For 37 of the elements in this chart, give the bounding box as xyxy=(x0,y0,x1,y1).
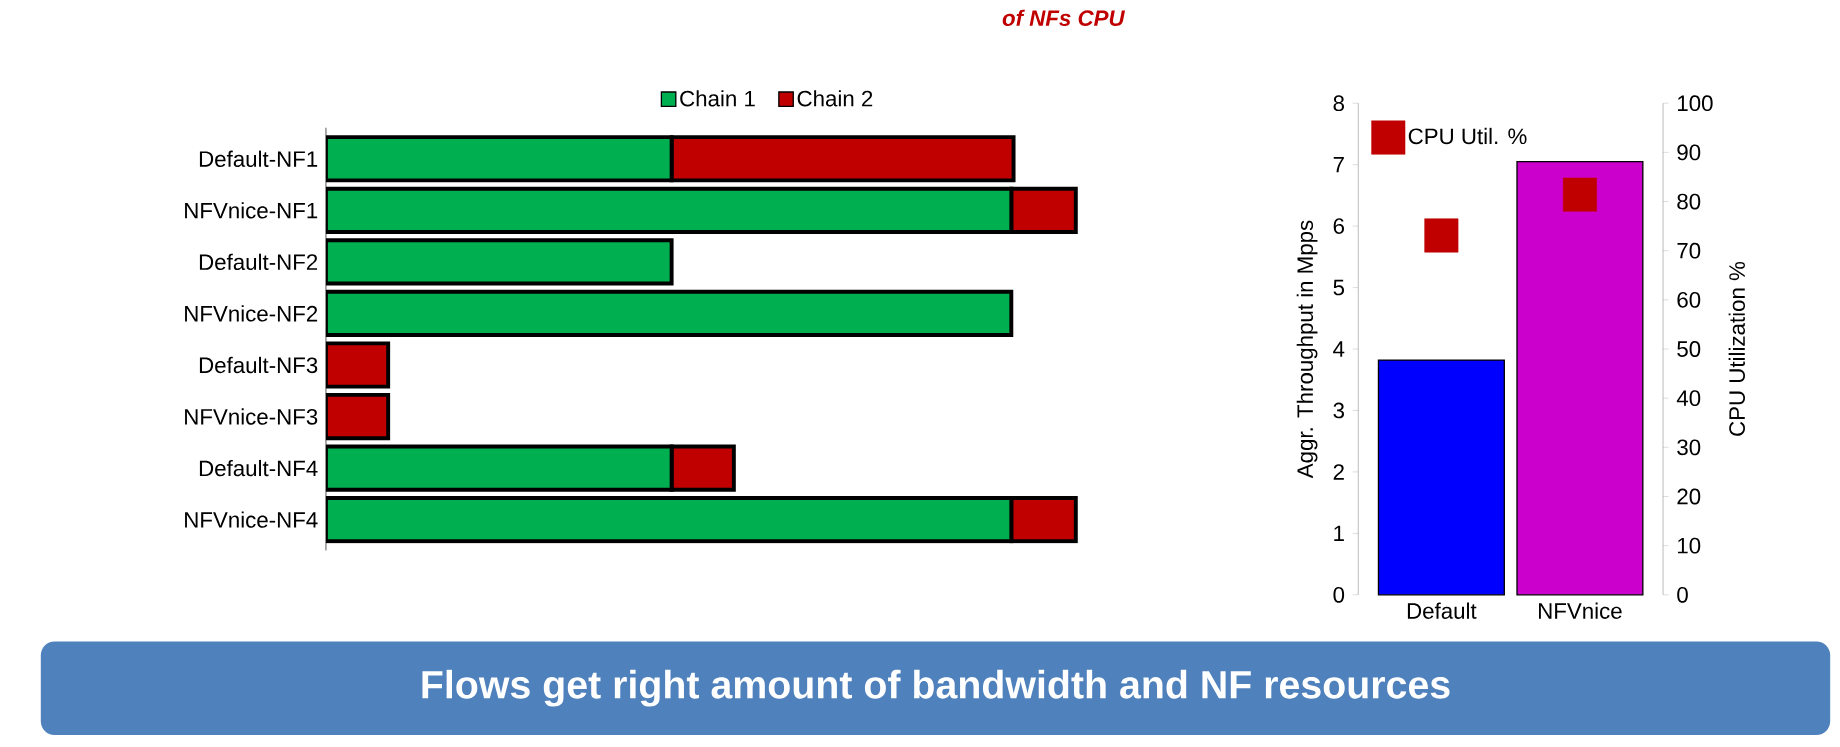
y2-tick-label: 40 xyxy=(1676,390,1701,406)
text: Flows get right amount of bandwidth and NF resources xyxy=(422,669,1450,707)
y-tick-label: 3 xyxy=(1333,402,1344,419)
x-tick-label: Default xyxy=(1407,602,1477,619)
y-tick-label: 8 xyxy=(1333,95,1345,112)
y-tick-label: Default-NF4 xyxy=(199,459,318,477)
y2-tick-label: 100 xyxy=(1678,95,1713,112)
y2-tick-label: 10 xyxy=(1678,537,1701,554)
y-tick-label: Default-NF1 xyxy=(199,150,318,167)
y-tick-label: NFVnice-NF2 xyxy=(185,305,318,322)
y-tick-label: NFVnice-NF1 xyxy=(185,202,318,219)
y-tick-label: NFVnice-NF3 xyxy=(185,408,318,425)
y2-axis-title: CPU Utilization % xyxy=(1728,261,1745,436)
y-tick-label: 0 xyxy=(1333,586,1345,603)
legend-label: CPU Util. % xyxy=(1408,127,1527,145)
y2-tick-label: 60 xyxy=(1677,291,1701,308)
y2-tick-label: 0 xyxy=(1677,586,1688,603)
y-tick-label: Default-NF2 xyxy=(199,253,318,270)
y2-tick-label: 20 xyxy=(1677,488,1701,505)
y-tick-label: NFVnice-NF4 xyxy=(185,511,318,528)
y2-tick-label: 50 xyxy=(1677,341,1701,357)
y2-tick-label: 80 xyxy=(1677,193,1701,210)
y-tick-label: 2 xyxy=(1333,464,1344,480)
y2-tick-label: 90 xyxy=(1677,144,1701,161)
y-tick-label: 5 xyxy=(1333,279,1345,296)
y-tick-label: 6 xyxy=(1333,218,1344,234)
y-tick-label: 7 xyxy=(1333,156,1344,173)
y-axis-title: Aggr. Throughput in Mpps xyxy=(1296,220,1318,479)
x-tick-label: NFVnice xyxy=(1539,602,1622,619)
y2-tick-label: 30 xyxy=(1677,439,1701,456)
text: of NFs CPU xyxy=(1002,9,1126,26)
y2-tick-label: 70 xyxy=(1677,242,1701,259)
y-tick-label: Default-NF3 xyxy=(199,356,318,374)
y-tick-label: 1 xyxy=(1334,525,1344,541)
legend-label: Chain 1 xyxy=(680,90,755,107)
y-tick-label: 4 xyxy=(1333,341,1345,357)
legend-label: Chain 2 xyxy=(797,90,873,107)
